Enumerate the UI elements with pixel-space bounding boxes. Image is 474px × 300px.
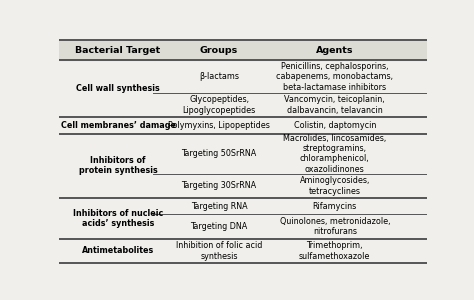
Text: Targeting DNA: Targeting DNA bbox=[191, 222, 248, 231]
Bar bbox=[59, 40, 427, 61]
Text: Aminoglycosides,
tetracyclines: Aminoglycosides, tetracyclines bbox=[300, 176, 370, 196]
Text: Targeting 50SrRNA: Targeting 50SrRNA bbox=[182, 149, 257, 158]
Text: Targeting RNA: Targeting RNA bbox=[191, 202, 247, 211]
Text: Colistin, daptomycin: Colistin, daptomycin bbox=[293, 121, 376, 130]
Text: Polymyxins, Lipopeptides: Polymyxins, Lipopeptides bbox=[168, 121, 270, 130]
Text: Antimetabolites: Antimetabolites bbox=[82, 247, 154, 256]
Text: Inhibition of folic acid
synthesis: Inhibition of folic acid synthesis bbox=[176, 241, 262, 261]
Text: Cell membranes’ damage: Cell membranes’ damage bbox=[61, 121, 175, 130]
Text: Vancomycin, teicoplanin,
dalbavancin, telavancin: Vancomycin, teicoplanin, dalbavancin, te… bbox=[284, 95, 385, 115]
Text: Bacterial Target: Bacterial Target bbox=[75, 46, 161, 55]
Text: Penicillins, cephalosporins,
cabapenems, monobactams,
beta-lactamase inhibitors: Penicillins, cephalosporins, cabapenems,… bbox=[276, 62, 393, 92]
Text: Rifamycins: Rifamycins bbox=[313, 202, 357, 211]
Text: Inhibitors of nucleic
acids’ synthesis: Inhibitors of nucleic acids’ synthesis bbox=[73, 209, 163, 228]
Text: Groups: Groups bbox=[200, 46, 238, 55]
Text: Quinolones, metronidazole,
nitrofurans: Quinolones, metronidazole, nitrofurans bbox=[280, 217, 390, 236]
Text: Macrolides, lincosamides,
streptogramins,
chloramphenicol,
oxazolidinones: Macrolides, lincosamides, streptogramins… bbox=[283, 134, 386, 174]
Text: Targeting 30SrRNA: Targeting 30SrRNA bbox=[182, 182, 256, 190]
Text: Trimethoprim,
sulfamethoxazole: Trimethoprim, sulfamethoxazole bbox=[299, 241, 371, 261]
Text: Glycopeptides,
Lipoglycopeptides: Glycopeptides, Lipoglycopeptides bbox=[182, 95, 255, 115]
Text: Agents: Agents bbox=[316, 46, 354, 55]
Text: Inhibitors of
protein synthesis: Inhibitors of protein synthesis bbox=[79, 156, 157, 176]
Text: Cell wall synthesis: Cell wall synthesis bbox=[76, 84, 160, 93]
Text: β-lactams: β-lactams bbox=[199, 72, 239, 81]
